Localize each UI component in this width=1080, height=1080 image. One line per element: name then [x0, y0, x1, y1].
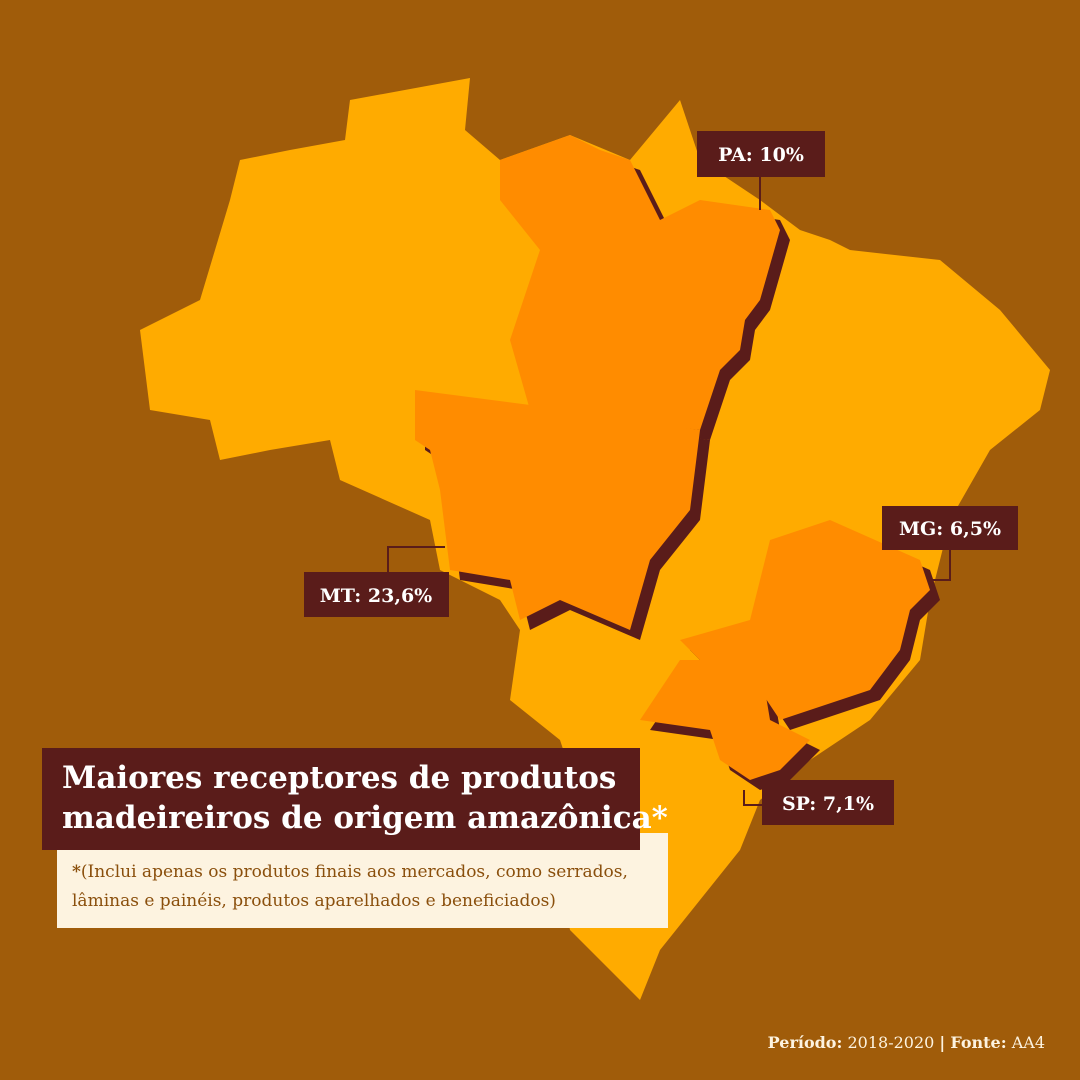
label-box: [882, 506, 1018, 550]
title-box: [42, 748, 640, 850]
title-line: madeireiros de origem amazônica*: [62, 800, 668, 836]
period-label: Período:: [768, 1033, 843, 1052]
footnote-line: lâminas e painéis, produtos aparelhados …: [72, 891, 556, 911]
source-label: Fonte:: [950, 1033, 1006, 1052]
highlighted-states: [415, 135, 930, 780]
source: AA4: [1011, 1033, 1045, 1052]
title-line: Maiores receptores de produtos: [62, 760, 616, 796]
footnote-marker: *: [72, 862, 81, 882]
footnote-line: *(Inclui apenas os produtos finais aos m…: [72, 862, 628, 882]
region-label: MT: 23,6%: [320, 585, 432, 607]
region-label: SP: 7,1%: [782, 793, 874, 815]
footer: Período: 2018-2020 | Fonte: AA4: [768, 1033, 1045, 1052]
label-box: [697, 131, 825, 177]
footnote-text: (Inclui apenas os produtos finais aos me…: [81, 862, 628, 882]
label-box: [762, 780, 894, 825]
label-box: [304, 572, 449, 617]
region-label: PA: 10%: [718, 144, 804, 166]
period: 2018-2020: [847, 1033, 934, 1052]
region-label: MG: 6,5%: [899, 518, 1001, 540]
leader-lines: [387, 177, 951, 806]
separator: |: [939, 1033, 945, 1052]
